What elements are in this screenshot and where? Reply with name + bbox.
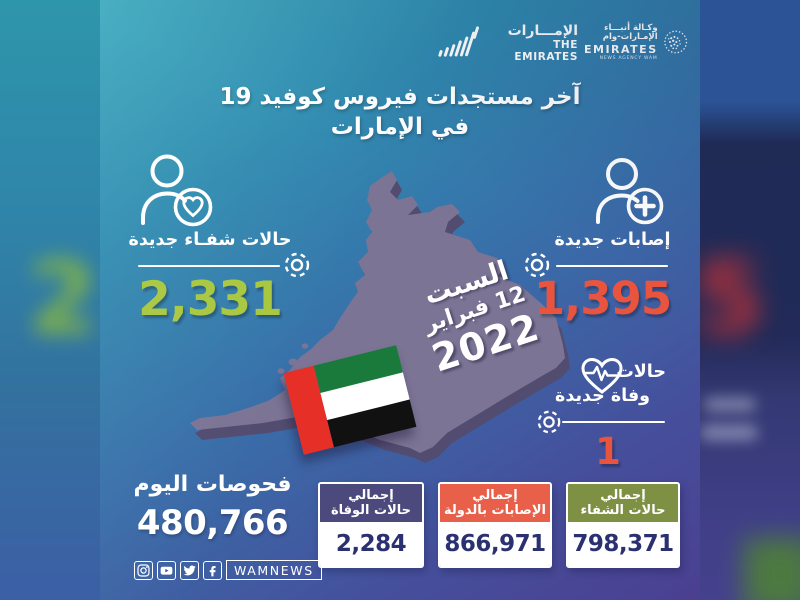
- wam-logo-english: EMIRATES: [584, 42, 658, 56]
- wam-logo-subtitle: NEWS AGENCY WAM: [599, 55, 658, 61]
- background-blurred-numeral-right: 5: [694, 240, 764, 357]
- total-cases-value: 866,971: [444, 531, 546, 557]
- infected-person-plus-icon: [596, 158, 664, 225]
- infographic-card: الإمـــارات THE EMIRATES وكـالة أنبـــاء…: [100, 0, 700, 600]
- background-right-blur: 5: [694, 0, 800, 600]
- virus-icon: [537, 410, 561, 434]
- total-cases-label-line1: إجمالي: [472, 488, 518, 503]
- page-title-line1: آخر مستجدات فيروس كوفيد 19: [219, 84, 581, 110]
- twitter-icon[interactable]: [180, 560, 199, 580]
- deaths-value: 1: [595, 430, 621, 473]
- social-links-row: WAMNEWS: [134, 560, 322, 580]
- total-recoveries-label-line2: حالات الشفاء: [580, 503, 666, 518]
- emirates-bars-icon: [438, 26, 479, 57]
- background-blurred-numeral-left: 2: [28, 240, 98, 357]
- total-recoveries-value: 798,371: [572, 531, 674, 557]
- recoveries-label: حالات شفـاء جديدة: [128, 230, 292, 250]
- divider-line: [556, 265, 668, 267]
- total-recoveries-box: إجمالي حالات الشفاء 798,371: [566, 482, 680, 568]
- heart-ecg-icon: [581, 357, 623, 394]
- total-deaths-value: 2,284: [335, 531, 407, 557]
- facebook-icon[interactable]: [203, 560, 222, 580]
- virus-icon: [524, 252, 550, 278]
- wam-logo-arabic-2: الإمـارات-وام: [602, 32, 658, 42]
- youtube-icon[interactable]: [157, 560, 176, 580]
- total-deaths-box: إجمالي حالات الوفاة 2,284: [318, 482, 424, 568]
- wam-agency-logo: وكـالة أنبـــاء الإمـارات-وام EMIRATES N…: [584, 20, 688, 64]
- total-recoveries-label-line1: إجمالي: [600, 488, 646, 503]
- divider-line: [138, 265, 280, 267]
- instagram-icon[interactable]: [134, 560, 153, 580]
- total-cases-box: إجمالي الإصابات بالدولة 866,971: [438, 482, 552, 568]
- wamnews-handle-text: WAMNEWS: [234, 562, 314, 578]
- deaths-label-line1: حالات: [616, 362, 666, 382]
- total-deaths-label-line1: إجمالي: [348, 488, 394, 503]
- divider-line: [562, 421, 665, 423]
- emirates-logo-arabic: الإمـــارات: [507, 22, 578, 39]
- tests-today-label: فحوصات اليوم: [133, 472, 292, 497]
- wamnews-handle[interactable]: WAMNEWS: [226, 560, 322, 580]
- tests-today-value: 480,766: [136, 503, 289, 543]
- page-title-line2: في الإمارات: [330, 114, 470, 140]
- the-emirates-logo: الإمـــارات THE EMIRATES: [438, 22, 578, 63]
- recovered-person-heart-icon: [141, 154, 213, 227]
- wam-logo-arabic-1: وكـالة أنبـــاء: [604, 22, 658, 33]
- recoveries-value: 2,331: [138, 272, 283, 327]
- emirates-logo-english: THE EMIRATES: [514, 38, 578, 63]
- virus-icon: [284, 252, 310, 278]
- background-green-blur-patch: [744, 538, 800, 600]
- infections-value: 1,395: [533, 272, 672, 325]
- total-deaths-label-line2: حالات الوفاة: [330, 503, 412, 518]
- infections-label: إصابات جديدة: [554, 230, 671, 250]
- background-left-blur: 2: [0, 0, 100, 600]
- wam-globe-icon: [663, 30, 687, 54]
- background-blur-smudge: [700, 425, 758, 440]
- deaths-label-line2: وفاة جديدة: [555, 386, 651, 406]
- total-cases-label-line2: الإصابات بالدولة: [444, 503, 546, 518]
- background-blur-smudge: [704, 398, 756, 411]
